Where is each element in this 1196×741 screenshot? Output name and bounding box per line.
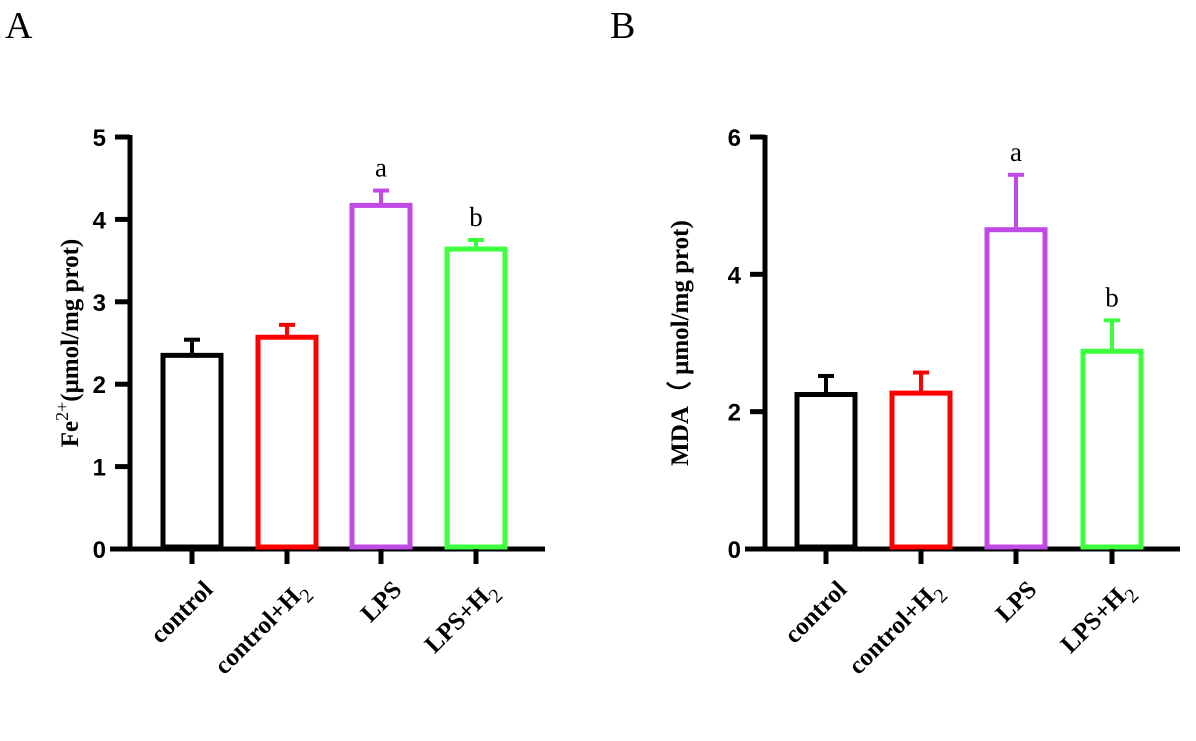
y-tick-label: 2 [728, 400, 741, 427]
panel-label: A [5, 5, 33, 47]
bar [160, 352, 224, 550]
y-tick-label: 4 [93, 207, 107, 234]
bar [1080, 348, 1144, 550]
y-axis-label: MDA（ μmol/mg prot) [665, 220, 694, 466]
y-tick-label: 2 [93, 372, 106, 399]
x-tick-label: LPS [991, 576, 1043, 628]
y-label-main: Fe [57, 421, 84, 447]
bar [794, 392, 858, 550]
bar [984, 227, 1048, 550]
bar [889, 390, 953, 550]
x-label-main: control [145, 576, 218, 649]
y-tick-label: 3 [93, 290, 106, 317]
x-tick-label: LPS [356, 576, 408, 628]
x-tick-label: control [145, 576, 218, 649]
x-label-main: LPS+H [420, 583, 496, 659]
significance-label: b [1105, 282, 1119, 312]
y-tick-label: 4 [728, 262, 742, 289]
y-tick-label: 0 [728, 537, 741, 564]
y-label-rest: (μmol/mg prot) [57, 239, 84, 402]
x-tick-label: control [779, 576, 852, 649]
x-label-main: control [779, 576, 852, 649]
y-axis-label: Fe2+(μmol/mg prot) [52, 239, 84, 448]
y-tick-label: 6 [728, 125, 741, 152]
x-label-main: LPS+H [1056, 583, 1132, 659]
y-tick-label: 1 [93, 455, 106, 482]
significance-label: a [375, 153, 387, 183]
x-label-main: control+H [210, 583, 307, 680]
bar [444, 246, 508, 550]
x-tick-label: control+H2 [210, 576, 319, 685]
y-label-main: MDA（ μmol/mg prot) [665, 220, 694, 466]
x-label-main: LPS [356, 576, 408, 628]
significance-label: a [1010, 137, 1022, 167]
chart-panel-b: B 0 2 4 6 MDA（ μmol/mg prot) controlcontrol+H2… [610, 5, 1180, 685]
x-tick-label: LPS+H2 [1056, 576, 1143, 663]
x-label-main: control+H [844, 583, 941, 680]
x-tick-label: control+H2 [844, 576, 953, 685]
panel-label: B [610, 5, 635, 47]
y-label-sup: 2+ [52, 402, 72, 421]
y-tick-label: 0 [93, 537, 106, 564]
chart-panel-a: A 0 1 2 3 4 5 Fe2+(μmol/mg prot) controlcontrol+… [5, 5, 545, 685]
x-label-main: LPS [991, 576, 1043, 628]
bar [255, 334, 319, 550]
bar [349, 202, 413, 550]
significance-label: b [469, 202, 483, 232]
x-tick-label: LPS+H2 [420, 576, 507, 663]
y-tick-label: 5 [93, 125, 106, 152]
